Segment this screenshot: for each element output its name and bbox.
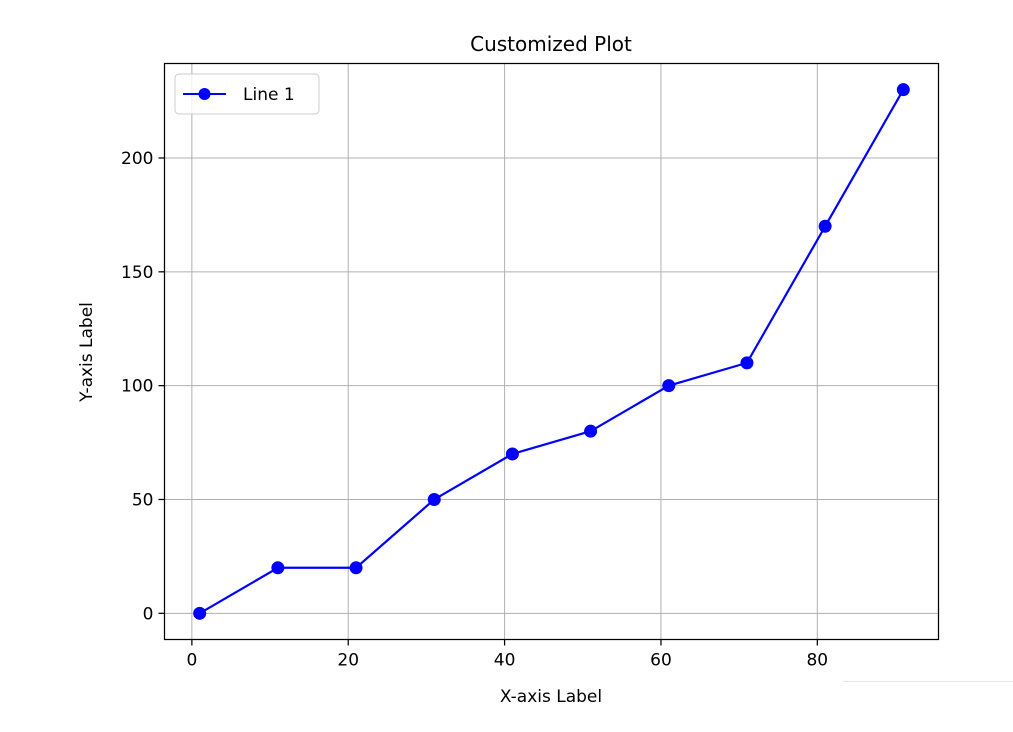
x-tick-label-80: 80 xyxy=(806,651,828,671)
series-layer xyxy=(193,83,910,620)
legend: Line 1 xyxy=(174,73,320,115)
data-point-1-2 xyxy=(349,561,363,575)
legend-marker-swatch xyxy=(198,88,211,100)
y-axis-label: Y-axis Label xyxy=(77,302,97,403)
y-axis-ticks: 0 50 100 150 200 xyxy=(121,149,165,624)
y-tick-label-200: 200 xyxy=(121,149,153,169)
divider-line xyxy=(843,681,1013,682)
plot-frame xyxy=(163,62,940,641)
chart-title: Customized Plot xyxy=(470,32,632,56)
data-point-1-0 xyxy=(193,606,207,620)
x-tick-label-40: 40 xyxy=(494,651,516,671)
grid xyxy=(164,63,939,640)
data-point-1-4 xyxy=(505,447,519,461)
y-tick-label-150: 150 xyxy=(121,263,153,283)
legend-frame xyxy=(174,73,320,115)
data-point-1-8 xyxy=(818,219,832,233)
data-point-1-9 xyxy=(896,83,910,97)
y-tick-label-100: 100 xyxy=(121,377,153,397)
data-point-1-6 xyxy=(662,379,676,393)
x-tick-label-20: 20 xyxy=(337,651,359,671)
x-axis-label: X-axis Label xyxy=(500,687,602,707)
data-point-1-5 xyxy=(584,424,598,438)
legend-label-line-1: Line 1 xyxy=(243,85,295,105)
y-tick-label-0: 0 xyxy=(143,604,154,624)
series-line-1 xyxy=(199,89,905,615)
x-tick-label-0: 0 xyxy=(186,651,197,671)
data-point-1-1 xyxy=(271,561,285,575)
data-point-1-3 xyxy=(427,492,441,506)
y-tick-label-50: 50 xyxy=(132,490,154,510)
x-axis-ticks: 0 20 40 60 80 xyxy=(186,639,828,671)
data-point-1-7 xyxy=(740,356,754,370)
x-tick-label-60: 60 xyxy=(650,651,672,671)
